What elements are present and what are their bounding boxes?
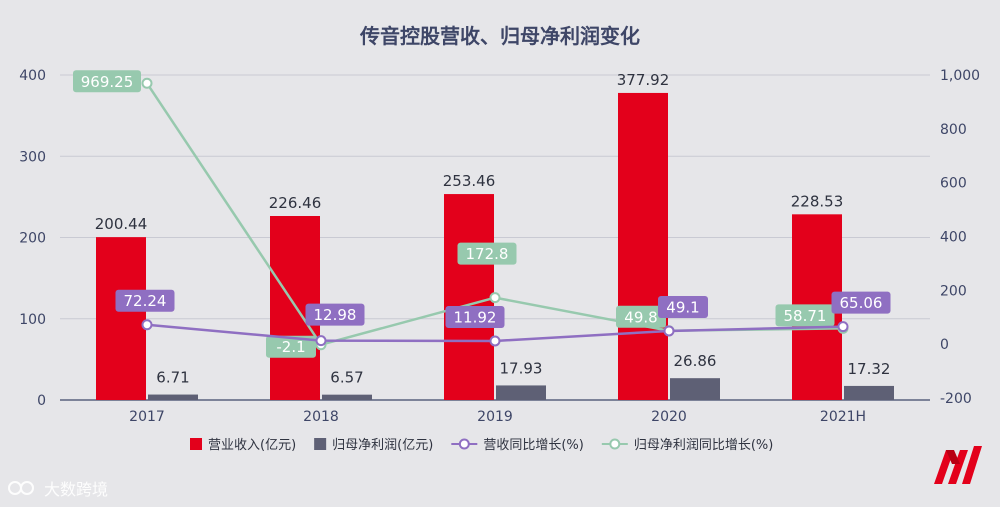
revenue-growth-data-label: 12.98 <box>314 306 357 324</box>
net-profit-growth-label-box <box>775 304 835 327</box>
revenue-growth-marker <box>489 335 501 347</box>
net-profit-growth-data-label: 172.8 <box>466 245 509 263</box>
net-profit-growth-data-label: 58.71 <box>784 307 827 325</box>
revenue-growth-label-box <box>305 303 365 326</box>
net-profit-data-label: 6.71 <box>156 369 189 387</box>
net-profit-data-label: 26.86 <box>674 352 717 370</box>
revenue-data-label: 377.92 <box>617 71 670 89</box>
y-right-tick-label: 400 <box>940 230 967 246</box>
y-left-tick-label: 300 <box>19 149 46 165</box>
net-profit-bar <box>322 394 372 400</box>
net-profit-growth-data-label: 969.25 <box>81 73 134 91</box>
net-profit-growth-data-label: -2.1 <box>276 338 305 356</box>
net-profit-bar <box>844 385 894 400</box>
revenue-bar <box>96 237 146 400</box>
watermark: 大数跨境 <box>8 476 108 500</box>
x-tick-label: 2017 <box>129 409 165 425</box>
legend-swatch <box>314 438 327 450</box>
watermark-text: 大数跨境 <box>44 480 109 499</box>
net-profit-growth-marker <box>141 77 153 89</box>
net-profit-growth-marker <box>489 292 501 304</box>
revenue-bar <box>618 92 668 400</box>
y-left-tick-label: 400 <box>19 68 46 84</box>
revenue-growth-data-label: 49.1 <box>666 298 699 316</box>
net-profit-data-label: 17.32 <box>848 360 891 378</box>
y-right-tick-label: 1,000 <box>940 68 980 84</box>
revenue-data-label: 200.44 <box>95 215 148 233</box>
chart-title: 传音控股营收、归母净利润变化 <box>360 24 640 48</box>
net-profit-growth-label-box <box>457 242 517 265</box>
revenue-growth-label-box <box>115 289 175 312</box>
revenue-growth-label-box <box>445 305 505 328</box>
net-profit-data-label: 6.57 <box>330 369 363 387</box>
legend-label: 营业收入(亿元) <box>208 438 296 453</box>
revenue-growth-data-label: 65.06 <box>840 294 883 312</box>
revenue-growth-marker <box>837 321 849 333</box>
net-profit-bar <box>670 378 720 400</box>
y-right-tick-label: -200 <box>940 391 972 407</box>
watermark-logo-icon <box>8 481 34 495</box>
y-right-tick-label: 200 <box>940 283 967 299</box>
net-profit-bar <box>496 385 546 400</box>
legend-label: 归母净利润(亿元) <box>332 438 433 453</box>
revenue-growth-marker <box>663 325 675 337</box>
revenue-growth-data-label: 72.24 <box>124 292 167 310</box>
y-right-tick-label: 600 <box>940 176 967 192</box>
y-right-tick-label: 0 <box>940 337 949 353</box>
net-profit-growth-data-label: 49.8 <box>624 308 657 326</box>
y-right-tick-label: 800 <box>940 122 967 138</box>
x-tick-label: 2021H <box>820 409 866 425</box>
net-profit-growth-label-box <box>73 70 141 93</box>
y-left-tick-label: 100 <box>19 312 46 328</box>
y-left-tick-label: 0 <box>37 393 46 409</box>
revenue-data-label: 226.46 <box>269 194 322 212</box>
brand-logo-icon <box>934 446 982 484</box>
legend-label: 归母净利润同比增长(%) <box>634 438 774 453</box>
net-profit-growth-line <box>145 82 844 347</box>
legend-swatch-marker <box>458 438 470 450</box>
revenue-growth-label-box <box>658 295 708 318</box>
net-profit-bar <box>148 394 198 400</box>
revenue-growth-marker <box>141 319 153 331</box>
legend-swatch <box>190 438 202 450</box>
legend-label: 营收同比增长(%) <box>483 438 584 453</box>
x-tick-label: 2020 <box>651 409 687 425</box>
net-profit-growth-label-box <box>266 335 316 358</box>
revenue-data-label: 228.53 <box>791 192 844 210</box>
y-left-tick-label: 200 <box>19 231 46 247</box>
x-tick-label: 2018 <box>303 409 339 425</box>
revenue-data-label: 253.46 <box>443 172 496 190</box>
net-profit-data-label: 17.93 <box>500 359 543 377</box>
revenue-growth-data-label: 11.92 <box>454 308 497 326</box>
net-profit-growth-label-box <box>616 305 666 328</box>
x-tick-label: 2019 <box>477 409 513 425</box>
legend-swatch-marker <box>609 438 621 450</box>
revenue-bar <box>444 194 494 400</box>
revenue-growth-marker <box>315 335 327 347</box>
revenue-growth-label-box <box>831 291 891 314</box>
